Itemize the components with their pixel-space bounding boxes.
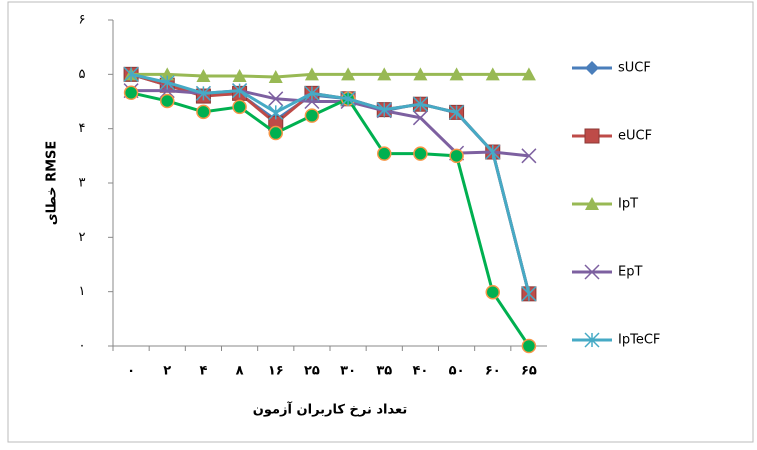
series-line xyxy=(131,72,529,79)
marker xyxy=(196,68,211,82)
x-tick-label: ۴ xyxy=(199,364,207,379)
marker xyxy=(304,85,320,101)
marker xyxy=(485,284,500,300)
chart-frame xyxy=(7,1,754,443)
marker xyxy=(340,91,356,107)
x-tick-label: ۵۰ xyxy=(449,364,465,379)
marker xyxy=(485,144,501,160)
marker xyxy=(160,67,175,81)
marker xyxy=(485,67,500,81)
y-tick-label: ۱ xyxy=(79,284,86,299)
marker xyxy=(268,104,284,120)
x-tick-label: ۸ xyxy=(236,364,244,379)
marker xyxy=(159,83,175,99)
marker xyxy=(412,110,428,126)
marker xyxy=(521,67,536,81)
legend-marker xyxy=(584,332,600,348)
x-tick-label: ۰ xyxy=(127,364,135,379)
y-tick-label: ۳ xyxy=(79,176,86,191)
marker xyxy=(232,68,247,82)
x-tick-label: ۶۰ xyxy=(485,364,501,379)
marker xyxy=(376,102,392,118)
x-tick-label: ۶۵ xyxy=(521,364,537,379)
marker xyxy=(449,148,464,164)
y-tick-label: ۲ xyxy=(79,230,86,245)
marker xyxy=(304,67,319,81)
legend-label: sUCF xyxy=(618,61,651,76)
marker xyxy=(268,125,283,141)
y-tick-label: ۰ xyxy=(79,339,86,354)
marker xyxy=(413,67,428,81)
legend-label: IpT xyxy=(618,197,638,212)
marker xyxy=(377,146,392,161)
y-axis-title: خطای RMSE xyxy=(45,141,60,226)
marker xyxy=(521,148,537,164)
x-tick-label: ۲ xyxy=(163,364,171,379)
series-line xyxy=(130,91,531,347)
marker xyxy=(521,338,537,354)
marker xyxy=(123,66,139,82)
x-tick-label: ۲۵ xyxy=(304,364,320,379)
y-tick-label: ۴ xyxy=(79,121,86,136)
legend-marker xyxy=(584,128,600,144)
marker xyxy=(412,96,428,112)
marker xyxy=(123,85,139,101)
marker xyxy=(341,67,356,81)
x-tick-label: ۱۶ xyxy=(268,364,284,379)
legend-label: eUCF xyxy=(618,129,652,144)
y-tick-label: ۶ xyxy=(79,13,86,28)
marker xyxy=(449,67,464,81)
x-axis-title: تعداد نرخ کاربران آزمون xyxy=(253,401,407,418)
marker xyxy=(159,74,175,91)
x-tick-label: ۴۰ xyxy=(412,364,428,379)
legend-label: EpT xyxy=(618,265,642,280)
marker xyxy=(449,104,465,120)
legend-marker xyxy=(585,61,599,75)
y-tick-label: ۵ xyxy=(79,67,86,82)
marker xyxy=(232,83,248,99)
marker xyxy=(196,104,211,120)
marker xyxy=(377,67,392,81)
marker xyxy=(232,99,247,115)
marker xyxy=(160,93,175,109)
marker xyxy=(268,70,283,84)
legend-label: IpTeCF xyxy=(618,333,660,348)
legend-marker xyxy=(584,264,600,280)
marker xyxy=(413,146,428,161)
legend-marker xyxy=(585,197,599,210)
marker xyxy=(195,85,211,101)
marker xyxy=(304,108,320,123)
marker xyxy=(521,286,537,302)
marker xyxy=(268,91,284,107)
x-tick-label: ۳۵ xyxy=(376,364,392,379)
series-line xyxy=(131,89,530,158)
x-tick-label: ۳۰ xyxy=(340,364,356,379)
